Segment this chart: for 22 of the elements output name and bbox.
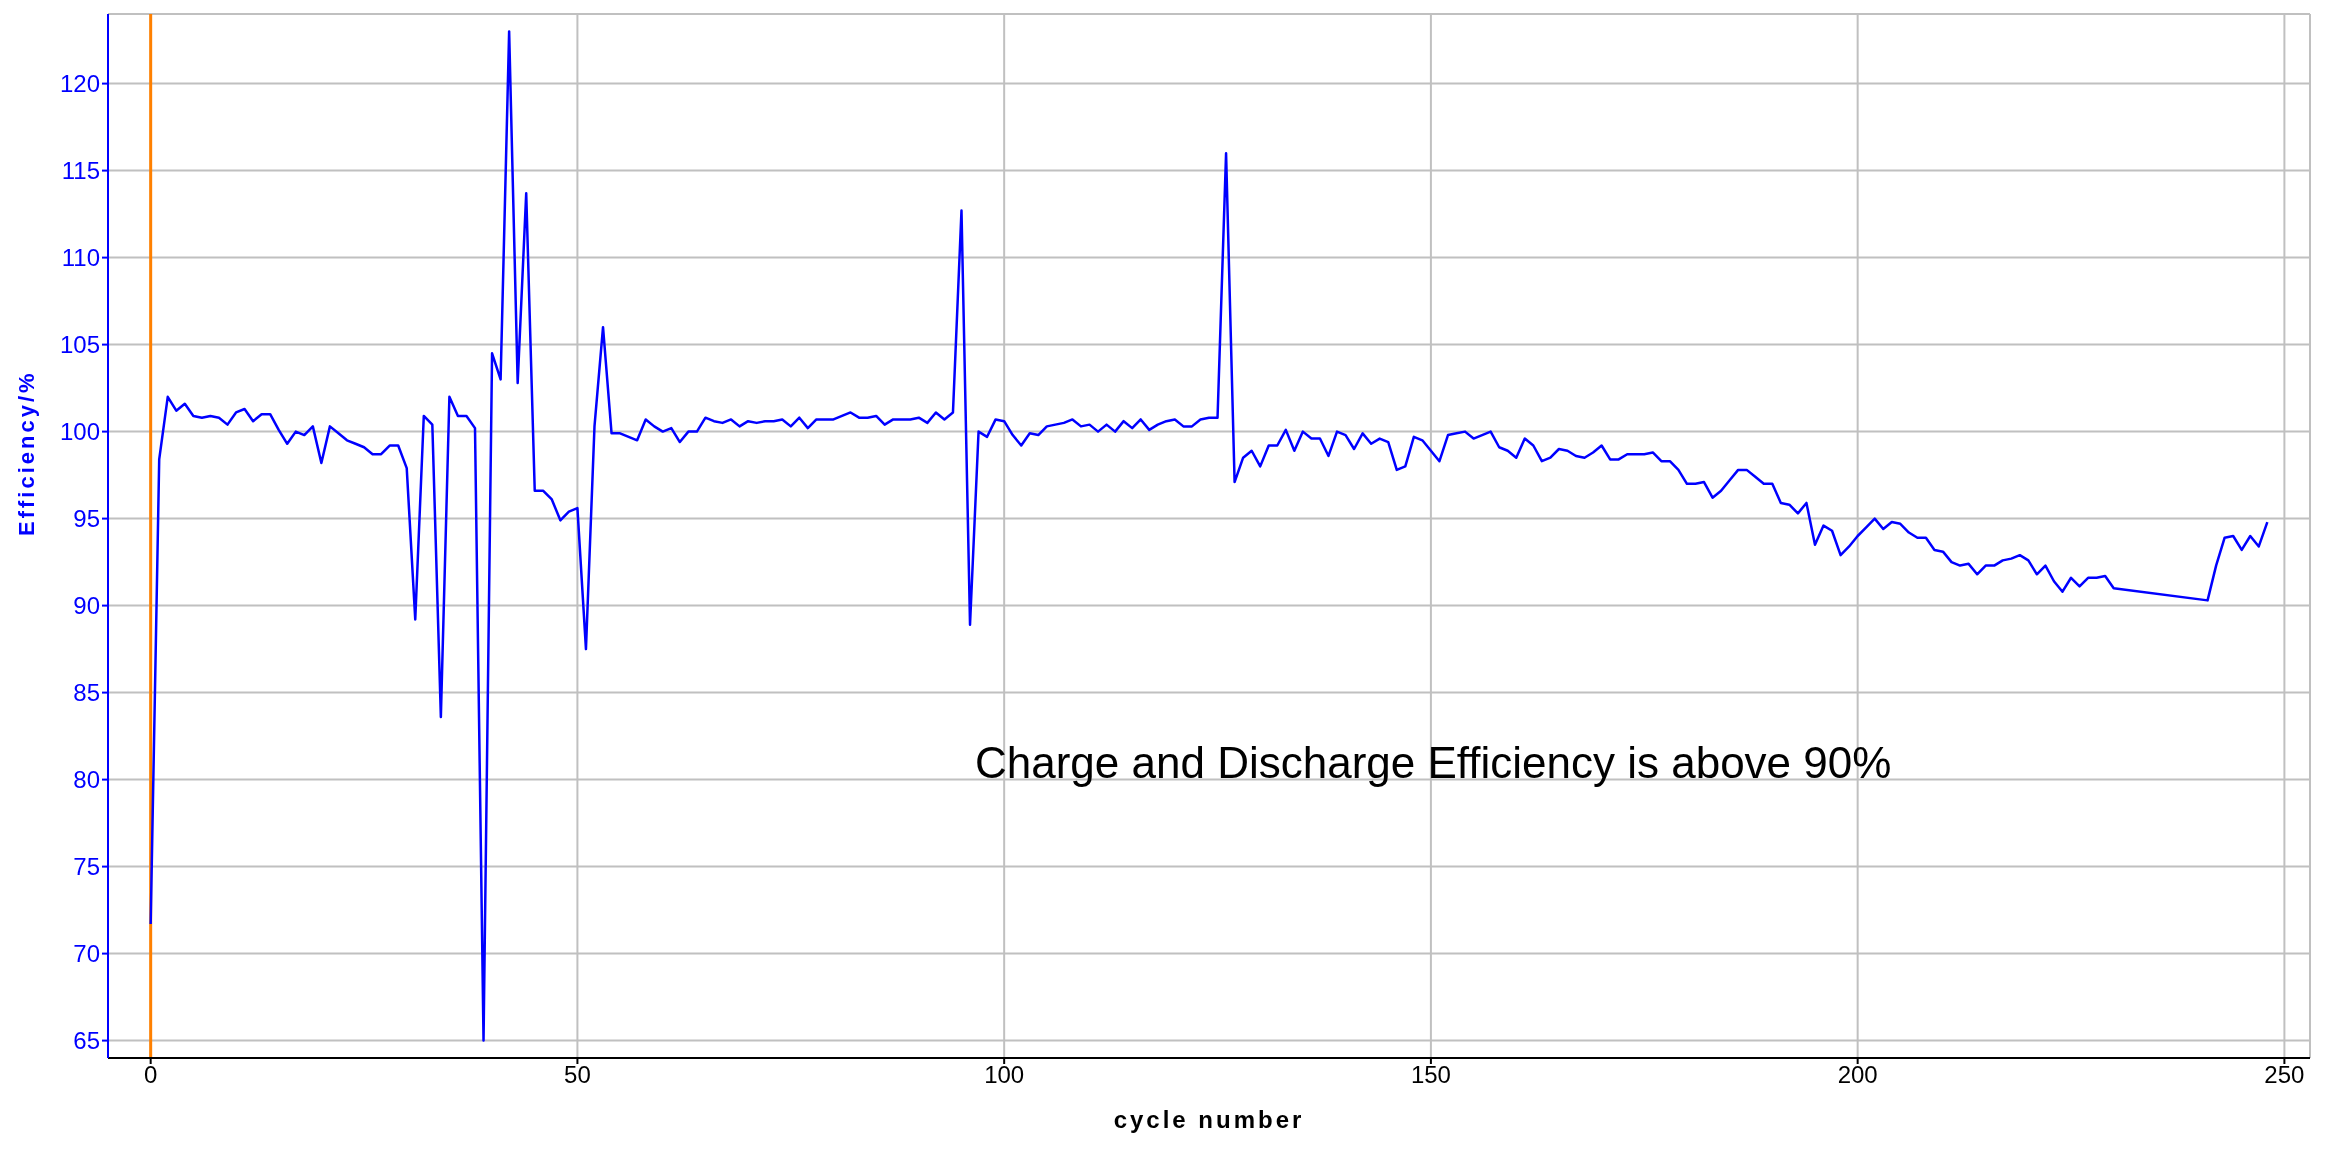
y-tick-label: 90: [73, 592, 100, 620]
x-tick-label: 0: [143, 1061, 158, 1089]
annotation: Charge and Discharge Efficiency is above 90%: [975, 738, 1892, 787]
x-tick-label: 250: [2264, 1061, 2305, 1089]
y-tick-label: 110: [61, 244, 100, 272]
y-tick-label: 65: [73, 1027, 100, 1055]
x-tick-label: 200: [1837, 1061, 1878, 1089]
y-tick-label: 70: [73, 940, 100, 968]
x-axis-title: cycle number: [1113, 1106, 1305, 1133]
y-axis-title: Efficiency/%: [13, 370, 39, 536]
line-series: [149, 30, 2269, 1042]
y-tick-label: 100: [59, 418, 100, 446]
x-tick-label: 100: [984, 1061, 1025, 1089]
y-tick-label: 95: [73, 505, 100, 533]
y-tick-label: 120: [59, 70, 100, 98]
y-tick-label: 105: [59, 331, 100, 359]
y-tick-label: 85: [73, 679, 100, 707]
x-tick-label: 150: [1410, 1061, 1451, 1089]
x-tick-label: 50: [564, 1061, 591, 1089]
y-tick-label: 75: [73, 853, 100, 881]
y-tick-label: 80: [73, 766, 100, 794]
y-tick-label: 115: [61, 157, 100, 185]
